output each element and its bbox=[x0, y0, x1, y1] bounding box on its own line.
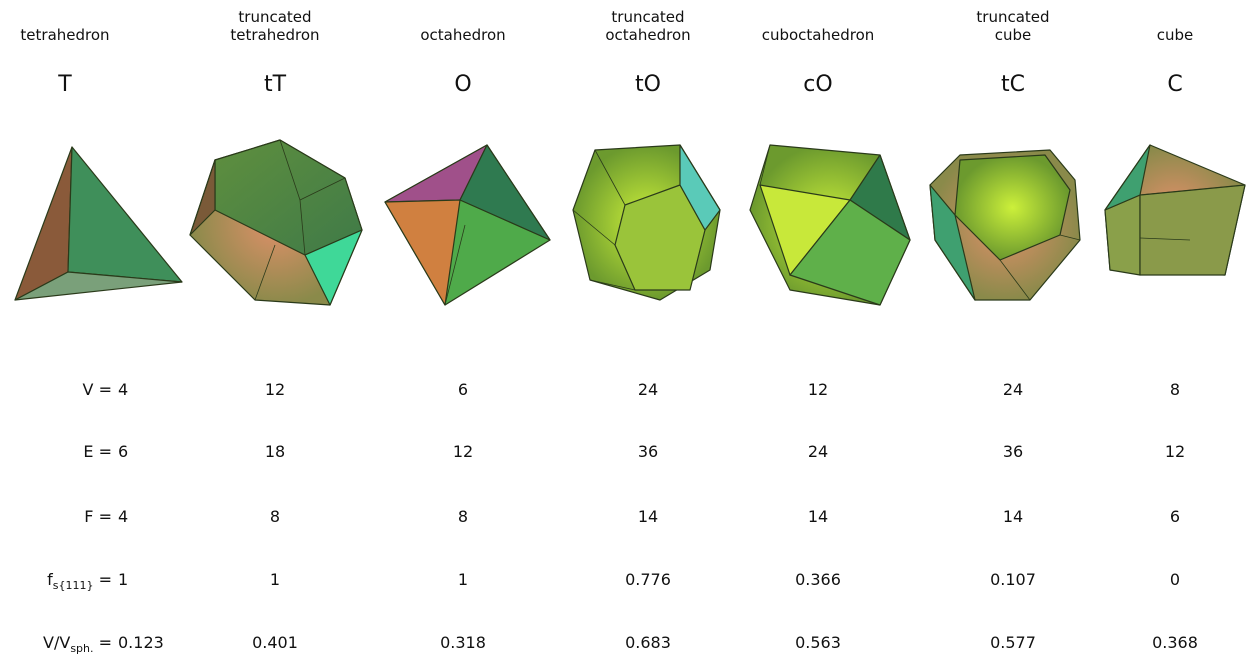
cell-value: 4 bbox=[118, 380, 129, 399]
row-label: V = bbox=[0, 380, 112, 399]
label-equals: = bbox=[98, 442, 112, 461]
name-line: tetrahedron bbox=[230, 26, 320, 44]
cell-value: 24 bbox=[637, 380, 659, 399]
name-line: truncated bbox=[976, 8, 1050, 26]
label-sub: s{111} bbox=[52, 579, 94, 593]
cell-value: 24 bbox=[807, 442, 829, 461]
column-name: cube bbox=[1095, 26, 1253, 44]
column-name: octahedron bbox=[383, 26, 543, 44]
cell-value: 0.577 bbox=[990, 633, 1036, 652]
cell-value: 0.123 bbox=[118, 633, 164, 652]
cell-value: 4 bbox=[118, 507, 129, 526]
name-line: tetrahedron bbox=[20, 26, 110, 44]
cell-value: 0.366 bbox=[795, 570, 841, 589]
label-equals: = bbox=[98, 507, 112, 526]
cell-value: 14 bbox=[1002, 507, 1024, 526]
name-line: octahedron bbox=[605, 26, 691, 44]
cell-value: 36 bbox=[637, 442, 659, 461]
column-name: truncated tetrahedron bbox=[195, 8, 355, 44]
label-main: f bbox=[47, 570, 53, 589]
label-equals: = bbox=[98, 380, 112, 399]
name-line: octahedron bbox=[420, 26, 506, 44]
cell-value: 1 bbox=[118, 570, 129, 589]
cuboctahedron-shape bbox=[749, 144, 911, 306]
column-symbol: tC bbox=[1001, 72, 1025, 97]
column-symbol: tO bbox=[635, 72, 661, 97]
name-line: cube bbox=[994, 26, 1032, 44]
row-label: V/Vsph. = bbox=[0, 633, 112, 655]
cell-value: 1 bbox=[457, 570, 469, 589]
row-label: F = bbox=[0, 507, 112, 526]
cell-value: 0.368 bbox=[1152, 633, 1198, 652]
column-symbol: tT bbox=[263, 72, 287, 97]
cell-value: 0 bbox=[1169, 570, 1181, 589]
label-sub: sph. bbox=[70, 642, 94, 656]
cell-value: 14 bbox=[807, 507, 829, 526]
cell-value: 6 bbox=[1169, 507, 1181, 526]
column-symbol: C bbox=[1167, 72, 1183, 97]
label-main: V bbox=[82, 380, 94, 399]
truncated-octahedron-shape bbox=[572, 144, 721, 301]
column-symbol: T bbox=[58, 72, 72, 97]
row-label: E = bbox=[0, 442, 112, 461]
column-symbol: cO bbox=[803, 72, 833, 97]
cell-value: 12 bbox=[807, 380, 829, 399]
cell-value: 0.683 bbox=[625, 633, 671, 652]
cell-value: 12 bbox=[264, 380, 286, 399]
label-main: E bbox=[83, 442, 94, 461]
cell-value: 0.318 bbox=[440, 633, 486, 652]
cell-value: 6 bbox=[457, 380, 469, 399]
cell-value: 8 bbox=[1169, 380, 1181, 399]
truncated-tetrahedron-shape bbox=[189, 139, 363, 306]
column-name: truncated octahedron bbox=[568, 8, 728, 44]
tetrahedron-shape bbox=[14, 146, 183, 301]
label-main: V/V bbox=[43, 633, 71, 652]
cell-value: 24 bbox=[1002, 380, 1024, 399]
label-equals: = bbox=[98, 633, 112, 652]
name-line: cuboctahedron bbox=[761, 26, 875, 44]
cell-value: 36 bbox=[1002, 442, 1024, 461]
cube-shape bbox=[1104, 144, 1246, 276]
column-name: truncated cube bbox=[933, 8, 1093, 44]
label-main: F bbox=[84, 507, 94, 526]
cell-value: 0.107 bbox=[990, 570, 1036, 589]
octahedron-shape bbox=[384, 144, 551, 306]
label-equals: = bbox=[98, 570, 112, 589]
cell-value: 8 bbox=[269, 507, 281, 526]
cell-value: 6 bbox=[118, 442, 129, 461]
cell-value: 1 bbox=[269, 570, 281, 589]
cell-value: 12 bbox=[452, 442, 474, 461]
row-label: fs{111} = bbox=[0, 570, 112, 592]
cell-value: 0.776 bbox=[625, 570, 671, 589]
cell-value: 12 bbox=[1164, 442, 1186, 461]
name-line: truncated bbox=[611, 8, 685, 26]
cell-value: 18 bbox=[264, 442, 286, 461]
column-name: tetrahedron bbox=[0, 26, 145, 44]
cell-value: 8 bbox=[457, 507, 469, 526]
column-name: cuboctahedron bbox=[738, 26, 898, 44]
column-symbol: O bbox=[454, 72, 472, 97]
name-line: cube bbox=[1156, 26, 1194, 44]
truncated-cube-shape bbox=[929, 149, 1081, 301]
cell-value: 0.401 bbox=[252, 633, 298, 652]
cell-value: 14 bbox=[637, 507, 659, 526]
cell-value: 0.563 bbox=[795, 633, 841, 652]
name-line: truncated bbox=[238, 8, 312, 26]
